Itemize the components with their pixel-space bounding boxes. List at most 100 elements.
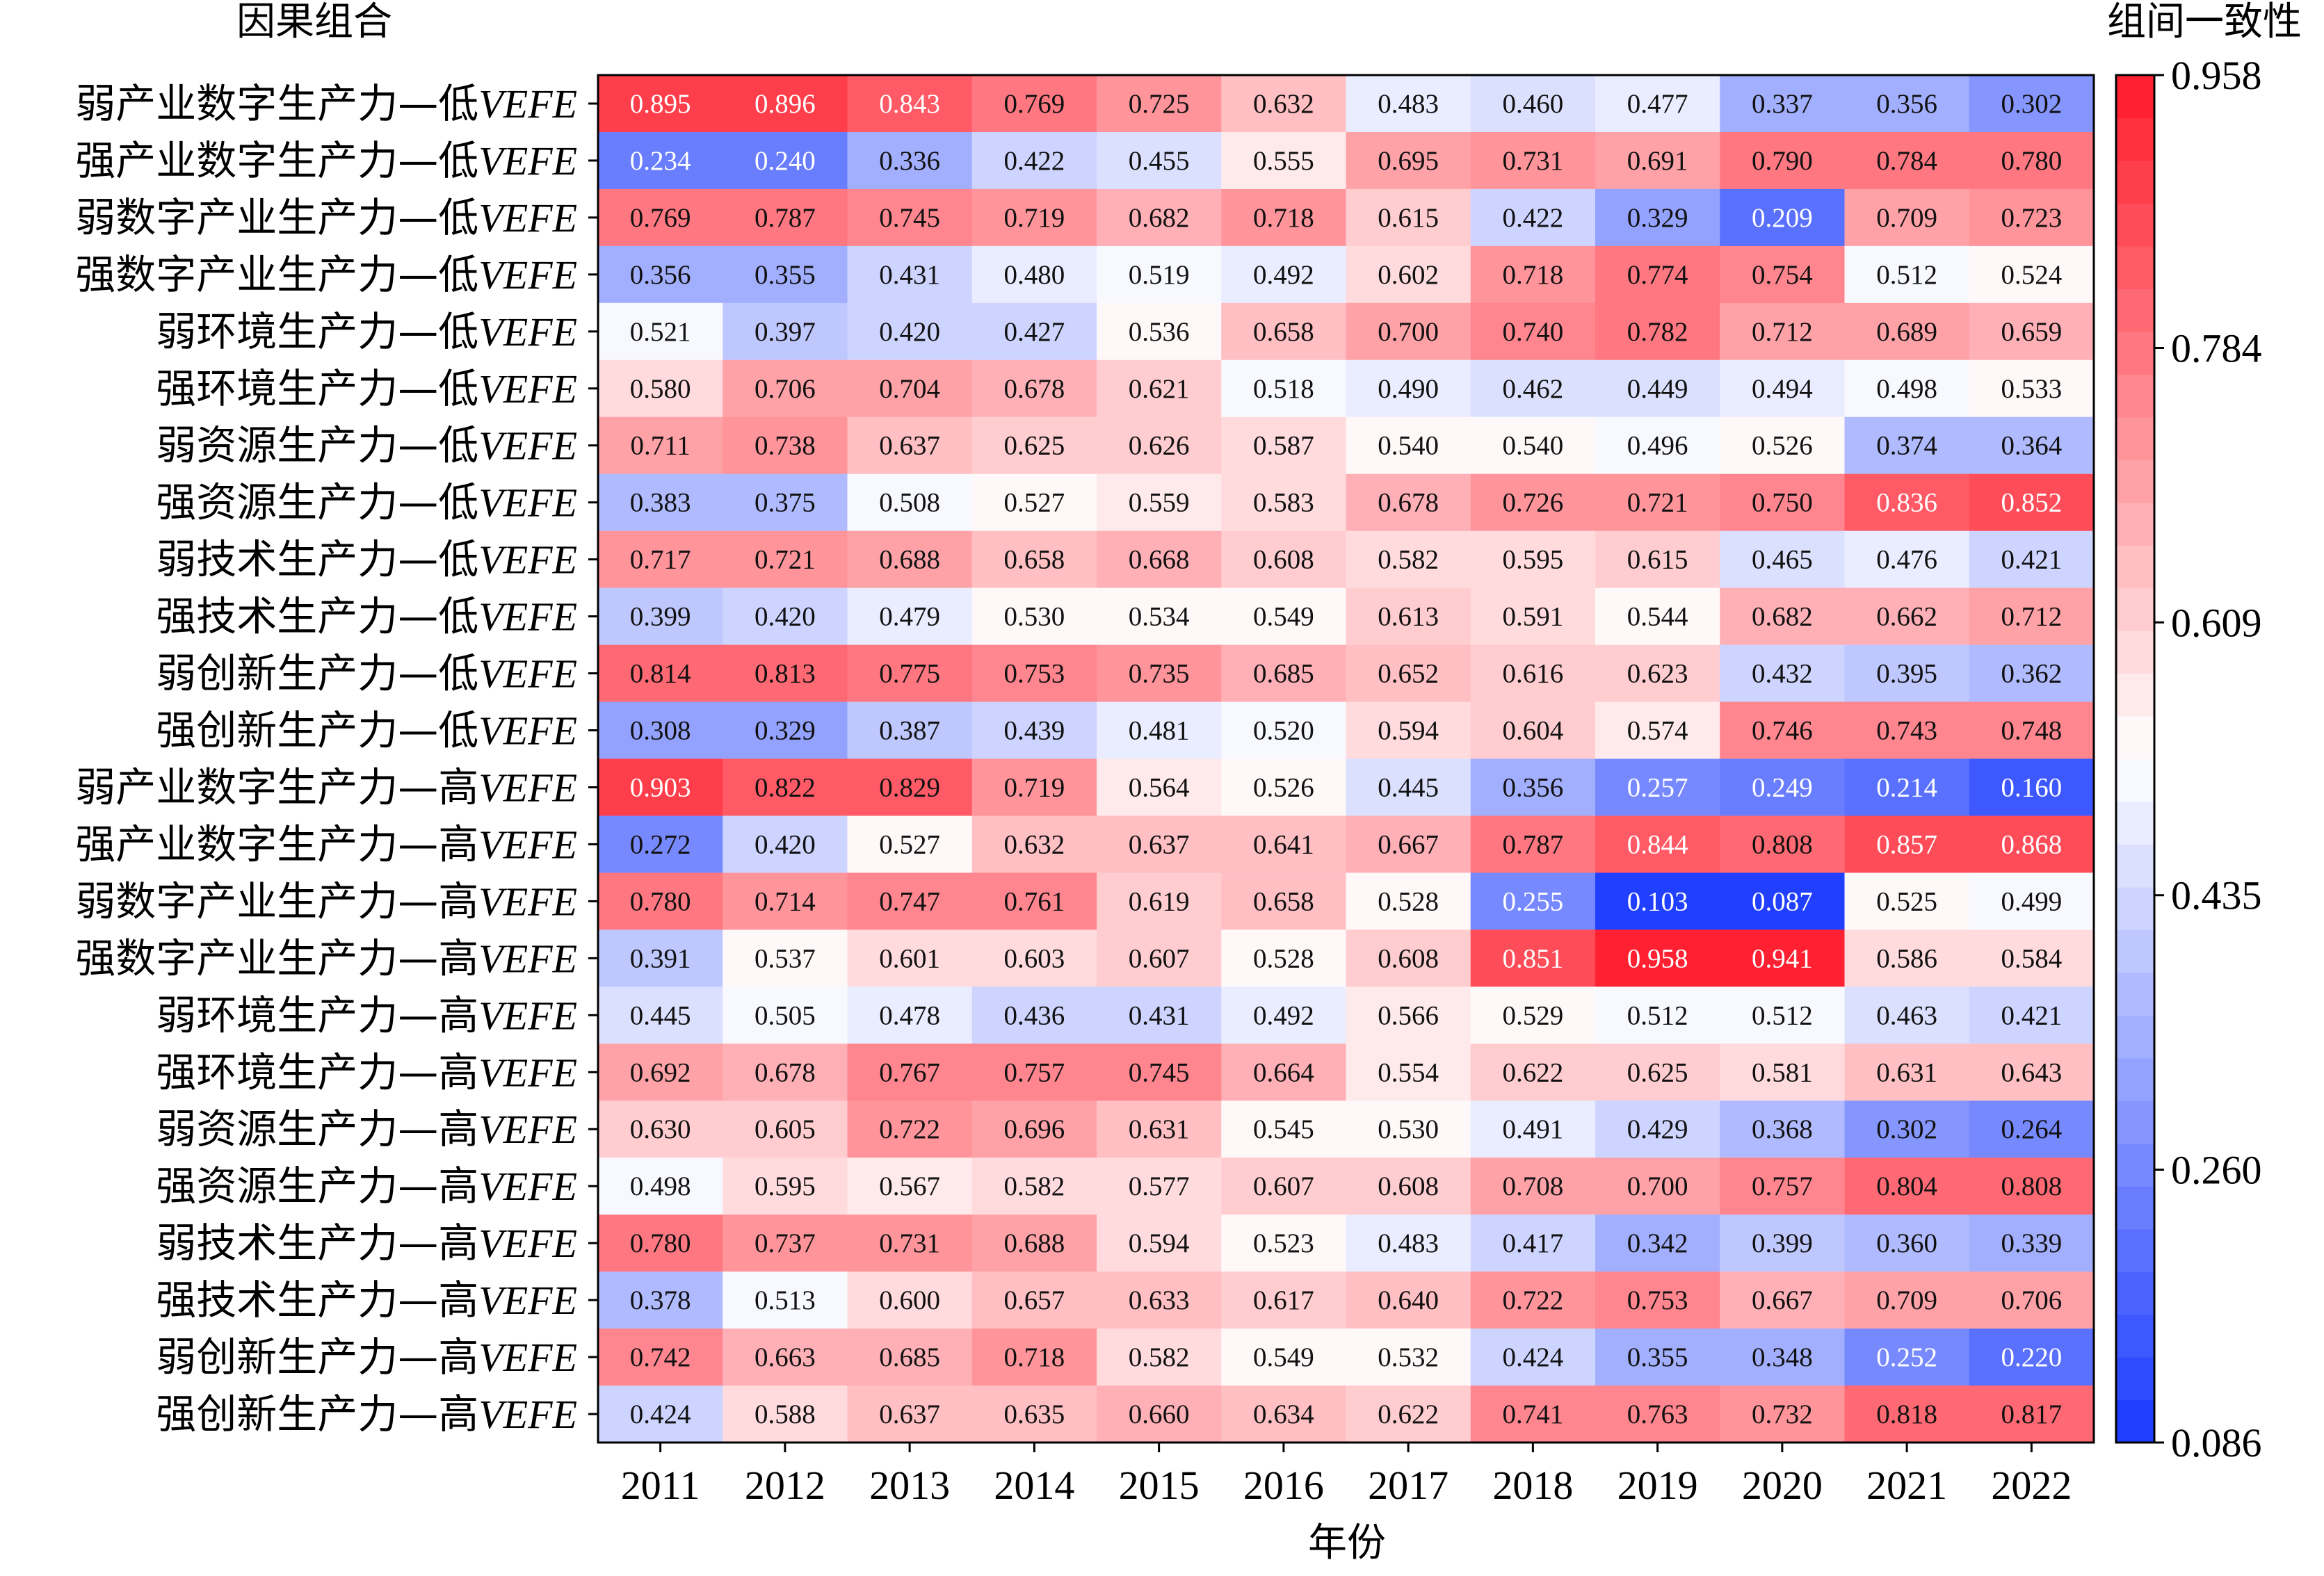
row-label-suffix: VEFE bbox=[478, 708, 577, 754]
cell-value-label: 0.719 bbox=[1004, 203, 1065, 233]
heatmap-cell bbox=[1346, 986, 1471, 1044]
heatmap-cell bbox=[723, 1100, 848, 1158]
cell-value-label: 0.481 bbox=[1129, 716, 1190, 746]
cell-value-label: 0.360 bbox=[1876, 1228, 1937, 1258]
cell-value-label: 0.431 bbox=[1129, 1000, 1190, 1030]
heatmap-cell bbox=[1969, 1272, 2095, 1329]
heatmap-cell bbox=[1595, 1043, 1720, 1101]
heatmap-cell bbox=[1221, 1157, 1347, 1215]
heatmap-cell bbox=[598, 188, 723, 247]
cell-value-label: 0.554 bbox=[1378, 1057, 1439, 1087]
heatmap-cell bbox=[1346, 1272, 1471, 1329]
heatmap-cell bbox=[1221, 302, 1347, 361]
heatmap-cell bbox=[1221, 131, 1347, 190]
heatmap-cell bbox=[1844, 758, 1970, 817]
heatmap-cell bbox=[847, 872, 973, 930]
heatmap-cell bbox=[1595, 75, 1720, 133]
heatmap-cell bbox=[1969, 416, 2095, 475]
row-label-prefix: 弱数字产业生产力—低 bbox=[75, 194, 478, 241]
heatmap-cell bbox=[723, 1386, 848, 1443]
row-label-prefix: 弱创新生产力—高 bbox=[156, 1333, 478, 1381]
heatmap-cell bbox=[847, 758, 973, 817]
cell-value-label: 0.691 bbox=[1627, 146, 1688, 176]
cell-value-label: 0.508 bbox=[879, 488, 940, 518]
heatmap-cell bbox=[1470, 245, 1596, 304]
cell-value-label: 0.643 bbox=[2001, 1057, 2063, 1087]
heatmap-cell bbox=[1595, 245, 1720, 304]
cell-value-label: 0.843 bbox=[879, 89, 940, 119]
cell-value-label: 0.527 bbox=[1004, 488, 1065, 518]
heatmap-cell bbox=[971, 815, 1097, 874]
cell-value-label: 0.619 bbox=[1129, 886, 1190, 916]
heatmap-cell bbox=[723, 188, 848, 247]
cell-value-label: 0.692 bbox=[630, 1057, 691, 1087]
cell-value-label: 0.525 bbox=[1876, 886, 1937, 916]
heatmap-cell bbox=[1969, 1329, 2095, 1386]
cell-value-label: 0.667 bbox=[1378, 829, 1439, 859]
heatmap-cell bbox=[598, 644, 723, 703]
heatmap-cell bbox=[971, 530, 1097, 589]
row-label: 弱资源生产力—高VEFE bbox=[156, 1105, 577, 1153]
cell-value-label: 0.580 bbox=[630, 374, 691, 404]
heatmap-cell bbox=[598, 872, 723, 930]
heatmap-cell bbox=[847, 1157, 973, 1215]
cell-value-label: 0.714 bbox=[755, 886, 816, 916]
heatmap-cell bbox=[723, 530, 848, 589]
heatmap-cell bbox=[1346, 1100, 1471, 1158]
cell-value-label: 0.526 bbox=[1752, 431, 1813, 461]
heatmap-cell bbox=[723, 1215, 848, 1272]
cell-value-label: 0.587 bbox=[1253, 431, 1314, 461]
heatmap-cell bbox=[1844, 644, 1970, 703]
cell-value-label: 0.748 bbox=[2001, 716, 2063, 746]
heatmap-cell bbox=[1346, 473, 1471, 532]
heatmap-cell bbox=[1221, 188, 1347, 247]
row-label-prefix: 弱产业数字生产力—低 bbox=[75, 80, 478, 127]
heatmap-cell bbox=[1221, 644, 1347, 703]
cell-value-label: 0.252 bbox=[1876, 1342, 1937, 1372]
cell-value-label: 0.750 bbox=[1752, 488, 1813, 518]
heatmap-cell bbox=[1844, 701, 1970, 760]
heatmap-cell bbox=[1969, 530, 2095, 589]
cell-value-label: 0.896 bbox=[755, 89, 816, 119]
heatmap-cell bbox=[1346, 1215, 1471, 1272]
cell-value-label: 0.658 bbox=[1004, 545, 1065, 575]
cell-value-label: 0.595 bbox=[1503, 545, 1564, 575]
cell-value-label: 0.718 bbox=[1004, 1342, 1065, 1372]
heatmap-cell bbox=[1221, 587, 1347, 646]
heatmap-cell bbox=[1844, 1043, 1970, 1101]
heatmap-cell bbox=[1470, 1386, 1596, 1443]
heatmap-cell bbox=[1097, 188, 1222, 247]
cell-value-label: 0.521 bbox=[630, 317, 691, 347]
heatmap-cell bbox=[1221, 701, 1347, 760]
colorbar bbox=[2115, 74, 2164, 1444]
cell-value-label: 0.249 bbox=[1752, 772, 1813, 802]
heatmap-cell bbox=[723, 815, 848, 874]
heatmap-cell bbox=[1346, 758, 1471, 817]
cell-value-label: 0.741 bbox=[1503, 1399, 1564, 1429]
heatmap-cell bbox=[1844, 245, 1970, 304]
heatmap-cell bbox=[1595, 1157, 1720, 1215]
row-label: 弱产业数字生产力—低VEFE bbox=[75, 80, 577, 127]
cell-value-label: 0.549 bbox=[1253, 1342, 1314, 1372]
heatmap-cell bbox=[1595, 1386, 1720, 1443]
heatmap-cell bbox=[847, 1386, 973, 1443]
heatmap-cell bbox=[1720, 1329, 1846, 1386]
row-label-suffix: VEFE bbox=[478, 423, 577, 469]
heatmap-cell bbox=[1844, 302, 1970, 361]
heatmap-cell bbox=[1346, 188, 1471, 247]
heatmap-cell bbox=[1221, 473, 1347, 532]
row-label-prefix: 强技术生产力—低 bbox=[156, 593, 478, 640]
cell-value-label: 0.836 bbox=[1876, 488, 1937, 518]
cell-value-label: 0.378 bbox=[630, 1285, 691, 1315]
row-label-prefix: 弱技术生产力—低 bbox=[156, 536, 478, 583]
heatmap-cell bbox=[723, 644, 848, 703]
cell-value-label: 0.364 bbox=[2001, 431, 2063, 461]
heatmap-cell bbox=[723, 131, 848, 190]
colorbar-segment bbox=[2116, 117, 2154, 161]
heatmap-cell bbox=[971, 131, 1097, 190]
heatmap-cell bbox=[1720, 587, 1846, 646]
heatmap-cell bbox=[1969, 872, 2095, 930]
row-label-suffix: VEFE bbox=[478, 1107, 577, 1152]
cell-value-label: 0.737 bbox=[755, 1228, 816, 1258]
colorbar-segment bbox=[2116, 1228, 2154, 1272]
